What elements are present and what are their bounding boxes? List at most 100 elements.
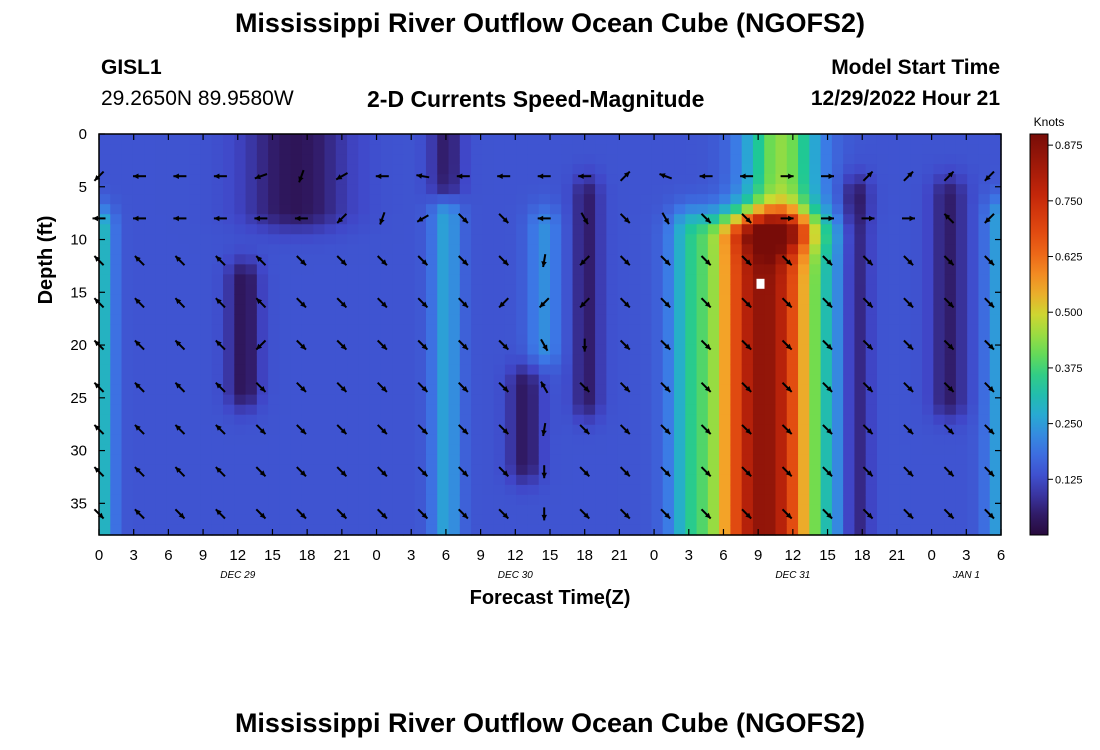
heatmap-cell [245, 414, 258, 426]
heatmap-cell [752, 374, 765, 386]
footer-title: Mississippi River Outflow Ocean Cube (NG… [234, 708, 866, 738]
heatmap-cell [651, 214, 664, 225]
heatmap-cell [403, 244, 416, 255]
heatmap-cell [876, 354, 889, 366]
heatmap-cell [617, 284, 630, 296]
heatmap-cell [922, 484, 934, 496]
current-arrow-head [173, 173, 179, 179]
heatmap-cell [121, 214, 134, 225]
heatmap-cell [380, 364, 393, 376]
heatmap-cell [301, 214, 314, 225]
heatmap-cell [572, 314, 585, 326]
heatmap-cell [189, 494, 202, 506]
heatmap-cell [933, 304, 946, 316]
heatmap-cell [527, 134, 540, 145]
heatmap-cell [380, 144, 393, 155]
heatmap-cell [313, 244, 326, 255]
heatmap-cell [155, 384, 168, 396]
heatmap-cell [662, 484, 675, 496]
heatmap-cell [550, 314, 562, 326]
heatmap-cell [640, 334, 653, 346]
heatmap-cell [876, 324, 889, 336]
current-arrow-head [421, 386, 428, 392]
heatmap-cell [572, 424, 585, 436]
heatmap-cell [414, 314, 427, 326]
heatmap-cell [425, 344, 438, 356]
heatmap-cell [245, 514, 258, 526]
heatmap-cell [290, 174, 303, 185]
heatmap-cell [256, 304, 269, 316]
heatmap-cell [662, 264, 675, 275]
heatmap-cell [561, 204, 574, 215]
heatmap-cell [380, 244, 393, 255]
heatmap-cell [358, 174, 371, 185]
heatmap-cell [369, 204, 382, 215]
heatmap-cell [279, 504, 292, 516]
heatmap-cell [662, 504, 675, 516]
heatmap-cell [617, 304, 630, 316]
heatmap-cell [955, 324, 968, 336]
heatmap-cell [166, 354, 179, 366]
heatmap-cell [392, 424, 405, 436]
heatmap-cell [177, 434, 190, 446]
heatmap-cell [121, 264, 134, 275]
heatmap-cell [955, 414, 968, 426]
heatmap-cell [527, 364, 540, 376]
heatmap-cell [989, 244, 1002, 255]
heatmap-cell [989, 174, 1002, 185]
heatmap-cell [752, 304, 765, 316]
heatmap-cell [910, 204, 923, 215]
heatmap-cell [324, 214, 337, 225]
heatmap-cell [606, 454, 619, 466]
heatmap-cell [516, 444, 529, 456]
heatmap-cell [459, 304, 472, 316]
heatmap-cell [820, 314, 833, 326]
heatmap-cell [764, 414, 777, 426]
current-arrow-head [826, 386, 833, 392]
heatmap-cell [640, 274, 653, 285]
heatmap-cell [482, 294, 495, 306]
heatmap-cell [99, 484, 111, 496]
heatmap-cell [730, 344, 743, 356]
heatmap-cell [256, 144, 269, 155]
current-arrow-head [213, 173, 220, 179]
heatmap-cell [132, 174, 145, 185]
heatmap-cell [967, 484, 980, 496]
heatmap-cell [707, 474, 720, 486]
heatmap-cell [313, 354, 326, 366]
heatmap-cell [752, 214, 765, 225]
heatmap-cell [144, 374, 156, 386]
heatmap-cell [290, 224, 303, 235]
heatmap-cell [955, 244, 968, 255]
heatmap-cell [425, 444, 438, 456]
heatmap-cell [234, 194, 247, 205]
heatmap-cell [516, 364, 529, 376]
heatmap-cell [910, 284, 923, 296]
heatmap-cell [425, 134, 438, 145]
heatmap-cell [245, 354, 258, 366]
heatmap-cell [775, 374, 788, 386]
heatmap-cell [933, 234, 946, 245]
current-arrow-head [745, 301, 752, 308]
heatmap-cell [290, 154, 303, 165]
heatmap-cell [775, 184, 788, 195]
x-tick-label: 6 [997, 547, 1005, 564]
heatmap-cell [798, 394, 810, 406]
heatmap-cell [189, 514, 202, 526]
heatmap-cell [493, 164, 506, 175]
heatmap-cell [211, 524, 224, 536]
heatmap-cell [876, 344, 889, 356]
heatmap-cell [674, 434, 686, 446]
heatmap-cell [550, 324, 562, 336]
current-arrow-head [381, 428, 387, 435]
heatmap-cell [99, 134, 111, 145]
heatmap-cell [922, 504, 934, 516]
heatmap-cell [719, 354, 732, 366]
heatmap-cell [482, 274, 495, 285]
heatmap-cell [223, 474, 235, 486]
heatmap-cell [245, 384, 258, 396]
heatmap-cell [132, 154, 145, 165]
current-arrow-head [704, 217, 711, 223]
heatmap-cell [403, 264, 416, 275]
heatmap-cell [403, 344, 416, 356]
